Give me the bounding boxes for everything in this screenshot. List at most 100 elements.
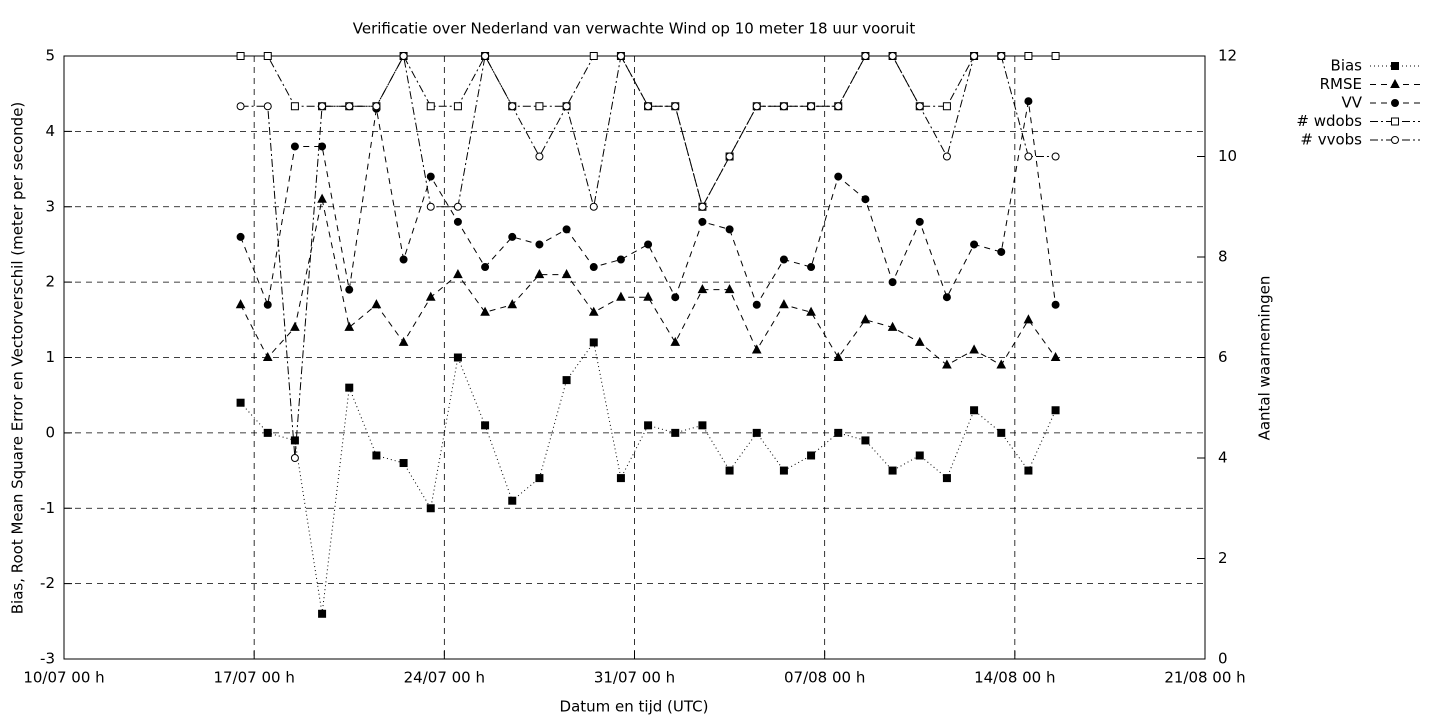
marker <box>399 52 408 60</box>
marker <box>1024 152 1033 161</box>
marker <box>426 102 435 111</box>
marker <box>534 269 545 279</box>
marker <box>861 195 870 204</box>
marker <box>398 336 409 346</box>
marker <box>942 102 951 111</box>
marker <box>1051 152 1060 161</box>
marker <box>807 263 816 272</box>
marker <box>344 321 355 331</box>
marker <box>508 232 517 241</box>
marker <box>481 52 490 60</box>
x-tick-label: 17/07 00 h <box>213 669 294 687</box>
marker <box>290 142 299 151</box>
marker <box>481 421 490 430</box>
legend-marker <box>1391 99 1399 107</box>
y-tick-label: 0 <box>45 423 55 441</box>
marker <box>399 459 408 468</box>
marker <box>779 299 789 309</box>
marker <box>644 421 653 430</box>
x-tick-label: 21/08 00 h <box>1164 669 1245 687</box>
marker <box>236 102 245 111</box>
y-tick-label: 3 <box>45 197 55 215</box>
marker <box>1051 300 1060 309</box>
marker <box>426 504 435 513</box>
x-tick-label: 31/07 00 h <box>594 669 675 687</box>
marker <box>371 299 382 309</box>
marker <box>970 406 979 415</box>
legend-marker <box>1390 78 1400 88</box>
marker <box>644 102 653 111</box>
marker <box>453 269 463 279</box>
marker <box>1051 406 1060 415</box>
marker <box>236 398 245 407</box>
marker <box>1024 97 1033 106</box>
marker <box>235 299 246 309</box>
marker <box>834 428 843 437</box>
marker <box>318 609 327 618</box>
marker <box>725 152 734 161</box>
marker <box>860 314 871 324</box>
marker <box>915 217 924 226</box>
marker <box>372 102 381 111</box>
marker <box>263 52 272 60</box>
marker <box>262 351 273 361</box>
marker <box>643 291 653 301</box>
marker <box>426 172 435 181</box>
y2-tick-label: 2 <box>1218 549 1228 567</box>
marker <box>751 344 762 354</box>
marker <box>914 336 925 346</box>
legend-marker <box>1391 136 1399 144</box>
marker <box>263 300 272 309</box>
marker <box>616 291 626 301</box>
marker <box>508 496 517 505</box>
marker <box>535 102 544 111</box>
marker <box>399 255 408 264</box>
marker <box>807 102 816 111</box>
marker <box>942 474 951 483</box>
marker <box>725 225 734 234</box>
marker <box>562 376 571 385</box>
marker <box>752 428 761 437</box>
marker <box>507 299 518 309</box>
marker <box>942 359 952 369</box>
marker <box>236 52 245 60</box>
marker <box>698 217 707 226</box>
y-tick-label: 1 <box>45 348 55 366</box>
y-tick-label: -1 <box>40 499 55 517</box>
marker <box>589 338 598 347</box>
marker <box>834 102 843 111</box>
marker <box>1051 52 1060 60</box>
y-tick-label: -2 <box>40 574 55 592</box>
marker <box>562 225 571 234</box>
marker <box>616 52 625 60</box>
marker <box>535 152 544 161</box>
y2-tick-label: 10 <box>1218 147 1237 165</box>
marker <box>888 466 897 475</box>
marker <box>833 351 844 361</box>
marker <box>1024 52 1033 60</box>
marker <box>861 436 870 445</box>
marker <box>290 436 299 445</box>
plot-frame <box>63 55 1206 660</box>
marker <box>1050 351 1061 361</box>
marker <box>453 217 462 226</box>
marker <box>996 359 1007 369</box>
x-axis-label: Datum en tijd (UTC) <box>560 698 709 716</box>
marker <box>562 102 571 111</box>
marker <box>345 102 354 111</box>
marker <box>997 52 1006 60</box>
marker <box>589 202 598 211</box>
marker <box>317 193 327 203</box>
marker <box>535 240 544 249</box>
marker <box>345 383 354 392</box>
marker <box>915 102 924 111</box>
marker <box>481 263 490 272</box>
marker <box>725 466 734 475</box>
marker <box>671 293 680 302</box>
x-tick-label: 10/07 00 h <box>23 669 104 687</box>
marker <box>263 102 272 111</box>
marker <box>263 428 272 437</box>
y2-tick-label: 12 <box>1218 47 1237 65</box>
marker <box>616 255 625 264</box>
